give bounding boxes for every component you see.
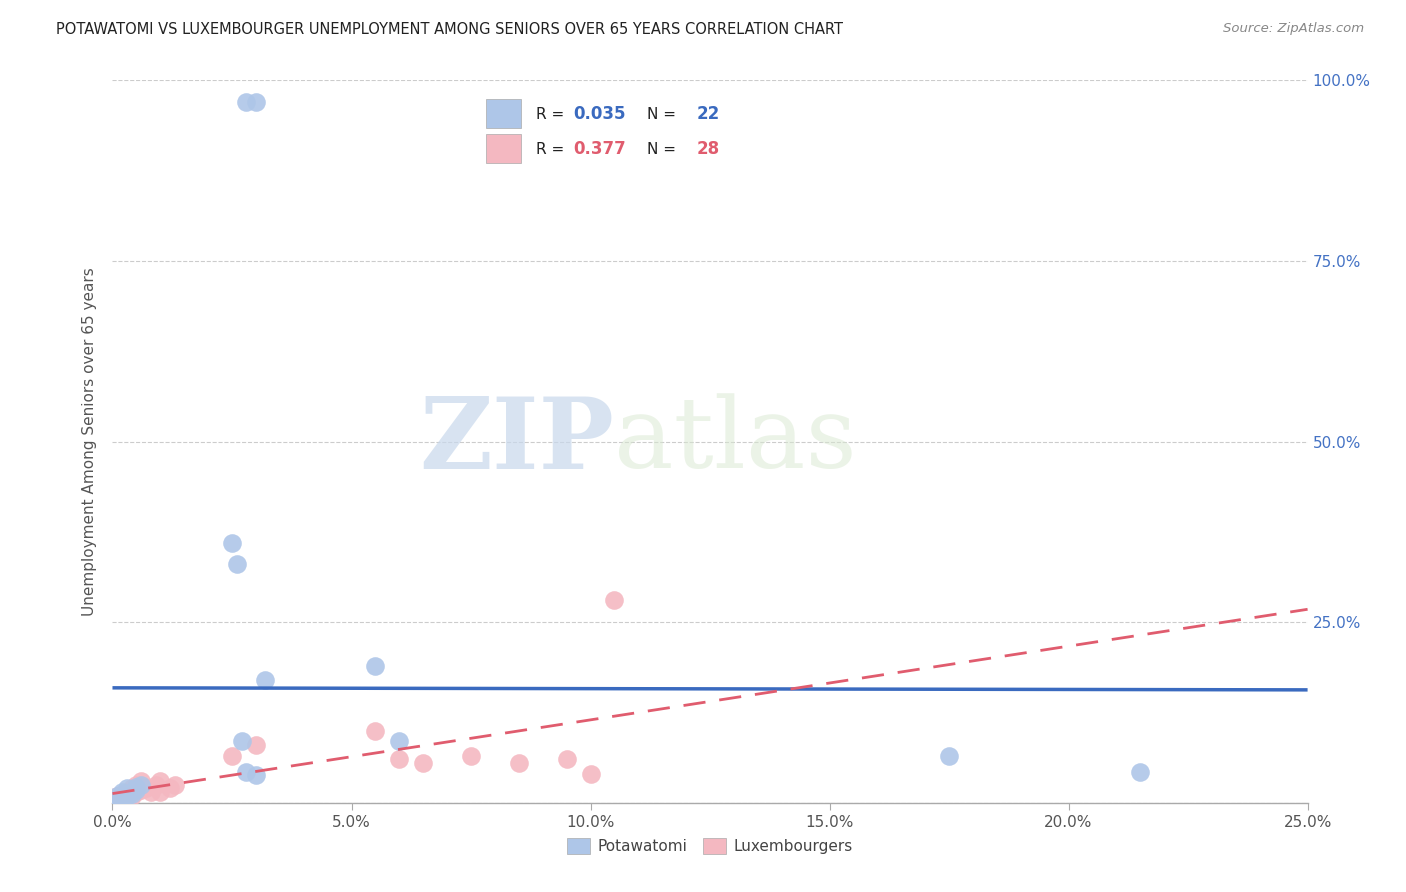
Point — [364, 658, 387, 673]
Point — [139, 785, 162, 799]
Point — [235, 765, 257, 780]
Point — [121, 787, 143, 801]
Point — [1129, 765, 1152, 780]
Text: POTAWATOMI VS LUXEMBOURGER UNEMPLOYMENT AMONG SENIORS OVER 65 YEARS CORRELATION : POTAWATOMI VS LUXEMBOURGER UNEMPLOYMENT … — [56, 22, 844, 37]
Point — [121, 781, 143, 796]
Text: atlas: atlas — [614, 393, 858, 490]
Point — [145, 778, 167, 792]
Point — [938, 748, 960, 763]
Point — [508, 756, 530, 770]
Point — [245, 95, 267, 109]
Point — [105, 792, 128, 806]
Y-axis label: Unemployment Among Seniors over 65 years: Unemployment Among Seniors over 65 years — [82, 268, 97, 615]
Point — [603, 593, 626, 607]
Point — [105, 789, 128, 803]
Point — [125, 782, 148, 797]
Point — [111, 785, 134, 799]
Point — [125, 778, 148, 792]
Point — [149, 785, 172, 799]
Point — [163, 778, 186, 792]
Point — [231, 734, 253, 748]
Point — [221, 748, 243, 763]
Point — [125, 785, 148, 799]
Point — [149, 774, 172, 789]
Point — [388, 734, 411, 748]
Point — [221, 535, 243, 549]
Point — [388, 752, 411, 766]
Text: Source: ZipAtlas.com: Source: ZipAtlas.com — [1223, 22, 1364, 36]
Point — [225, 558, 247, 572]
Point — [121, 789, 143, 803]
Point — [245, 768, 267, 782]
Point — [129, 774, 152, 789]
Point — [105, 789, 128, 803]
Point — [460, 748, 482, 763]
Point — [111, 787, 134, 801]
Point — [135, 781, 157, 796]
Point — [111, 790, 134, 805]
Point — [115, 789, 138, 803]
Legend: Potawatomi, Luxembourgers: Potawatomi, Luxembourgers — [561, 832, 859, 860]
Point — [159, 781, 181, 796]
Point — [125, 780, 148, 794]
Point — [129, 778, 152, 792]
Point — [412, 756, 434, 770]
Point — [364, 723, 387, 738]
Point — [115, 790, 138, 805]
Point — [115, 781, 138, 796]
Point — [579, 767, 602, 781]
Text: ZIP: ZIP — [419, 393, 614, 490]
Point — [555, 752, 578, 766]
Point — [105, 792, 128, 806]
Point — [245, 738, 267, 752]
Point — [254, 673, 277, 687]
Point — [115, 785, 138, 799]
Point — [129, 782, 152, 797]
Point — [235, 95, 257, 109]
